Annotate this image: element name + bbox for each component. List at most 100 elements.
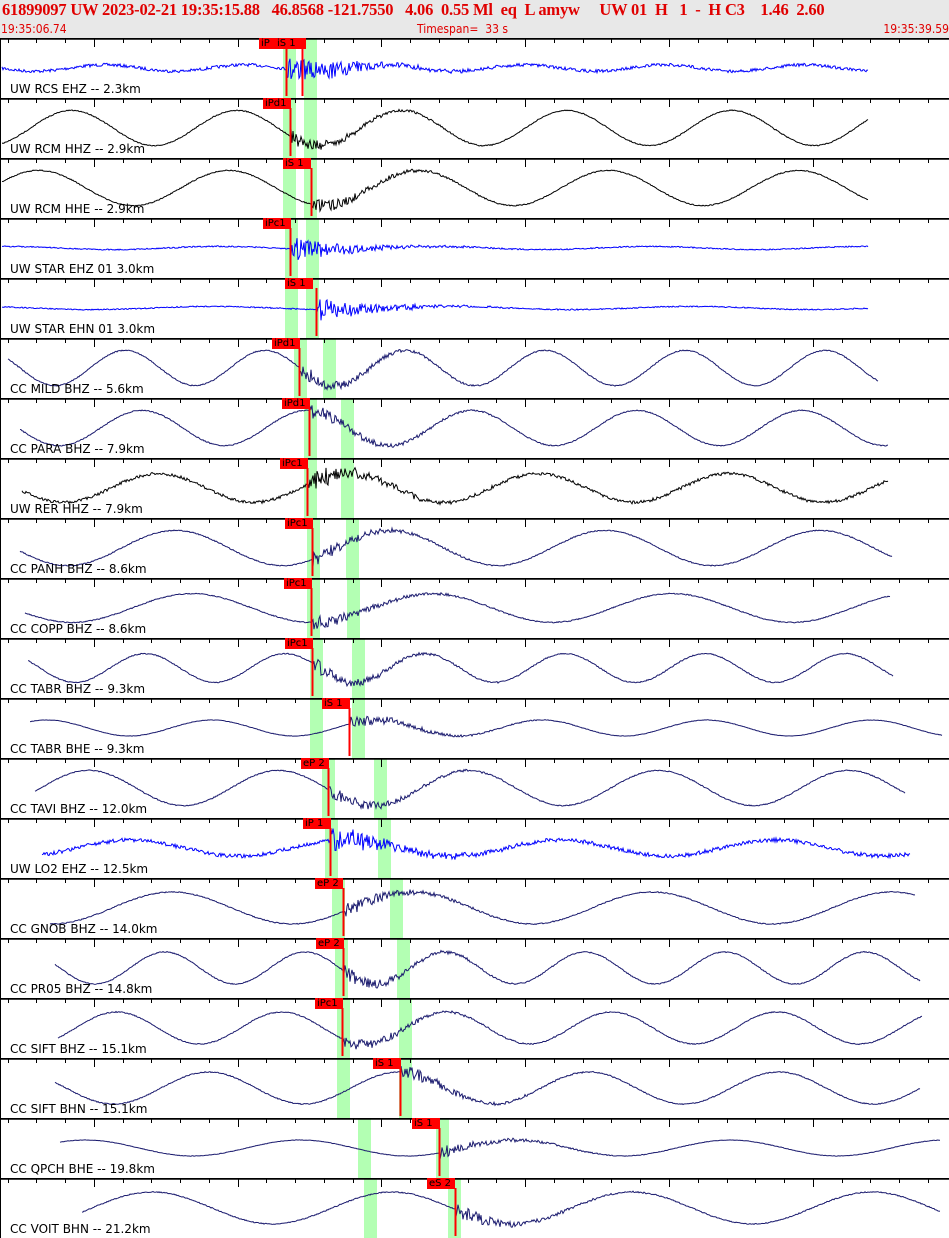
trace-panel[interactable]: iPd1 CC PARA BHZ -- 7.9km xyxy=(0,398,949,458)
p-window xyxy=(310,698,323,758)
waveform xyxy=(1,168,869,213)
pick-flag[interactable]: iS 1 xyxy=(373,1058,401,1069)
waveform xyxy=(34,768,906,810)
pick-flag[interactable]: iPc1 xyxy=(263,218,291,229)
station-label: CC TAVI BHZ -- 12.0km xyxy=(10,802,148,816)
trace-panel[interactable]: eP 2 CC TAVI BHZ -- 12.0km xyxy=(0,758,949,818)
station-label: CC TABR BHE -- 9.3km xyxy=(10,742,145,756)
trace-panel[interactable]: iS 1 CC TABR BHE -- 9.3km xyxy=(0,698,949,758)
pick-flag[interactable]: iPd1 xyxy=(272,338,300,349)
timespan: Timespan= 33 s xyxy=(417,22,509,36)
trace-plot xyxy=(0,698,949,758)
pick-flag[interactable]: iS 1 xyxy=(283,158,311,169)
trace-panel[interactable]: iS 1 UW STAR EHN 01 3.0km xyxy=(0,278,949,338)
pick-flag[interactable]: iPd1 xyxy=(282,398,310,409)
trace-plot xyxy=(0,458,949,518)
trace-panel[interactable]: iS 1 CC QPCH BHE -- 19.8km xyxy=(0,1118,949,1178)
pick-flag[interactable]: iPc1 xyxy=(284,578,312,589)
station-label: CC PR05 BHZ -- 14.8km xyxy=(10,982,153,996)
waveform xyxy=(81,1190,941,1228)
trace-plot xyxy=(0,278,949,338)
pick-flag[interactable]: iS 1 xyxy=(412,1118,440,1129)
trace-panel[interactable]: iPc1 CC SIFT BHZ -- 15.1km xyxy=(0,998,949,1058)
station-label: CC GNOB BHZ -- 14.0km xyxy=(10,922,158,936)
waveform xyxy=(28,651,894,688)
station-label: CC MILD BHZ -- 5.6km xyxy=(10,382,144,396)
waveform xyxy=(59,1137,941,1160)
station-label: CC SIFT BHZ -- 15.1km xyxy=(10,1042,147,1056)
trace-panel[interactable]: iPd1 CC MILD BHZ -- 5.6km xyxy=(0,338,949,398)
pick-flag[interactable]: iPc1 xyxy=(285,638,313,649)
trace-panel[interactable]: eP 2 CC GNOB BHZ -- 14.0km xyxy=(0,878,949,938)
station-label: UW LO2 EHZ -- 12.5km xyxy=(10,862,149,876)
station-label: CC PARA BHZ -- 7.9km xyxy=(10,442,145,456)
pick-flag[interactable]: iS 1 xyxy=(285,278,313,289)
s-window xyxy=(306,218,319,278)
station-label: UW RCM HHZ -- 2.9km xyxy=(10,142,146,156)
station-label: CC SIFT BHN -- 15.1km xyxy=(10,1102,148,1116)
p-window xyxy=(337,1058,350,1118)
trace-plot xyxy=(0,758,949,818)
p-window xyxy=(358,1118,371,1178)
pick-flag[interactable]: iS 1 xyxy=(322,698,350,709)
pick-flag[interactable]: eS 2 xyxy=(427,1178,455,1189)
station-label: UW RER HHZ -- 7.9km xyxy=(10,502,143,516)
s-window xyxy=(323,338,336,398)
end-time: 19:35:39.59 xyxy=(883,22,949,36)
s-window xyxy=(352,698,365,758)
pick-flag[interactable]: eP 2 xyxy=(316,938,344,949)
trace-plot xyxy=(0,518,949,578)
trace-panel[interactable]: iPc1 UW RER HHZ -- 7.9km xyxy=(0,458,949,518)
seismogram-traces[interactable]: iP iS 1 UW RCS EHZ -- 2.3km iPd1 UW RCM HHZ … xyxy=(0,38,949,1238)
trace-panel[interactable]: iPc1 UW STAR EHZ 01 3.0km xyxy=(0,218,949,278)
trace-plot xyxy=(0,218,949,278)
trace-panel[interactable]: eP 2 CC PR05 BHZ -- 14.8km xyxy=(0,938,949,998)
pick-flag[interactable]: iP xyxy=(259,38,275,49)
pick-flag[interactable]: eP 2 xyxy=(301,758,329,769)
pick-flag[interactable]: iP 1 xyxy=(303,818,331,829)
trace-plot xyxy=(0,1178,949,1238)
waveform xyxy=(30,715,943,738)
s-window xyxy=(346,518,359,578)
trace-panel[interactable]: iPc1 CC TABR BHZ -- 9.3km xyxy=(0,638,949,698)
trace-panel[interactable]: iPc1 CC COPP BHZ -- 8.6km xyxy=(0,578,949,638)
station-label: CC TABR BHZ -- 9.3km xyxy=(10,682,146,696)
s-window xyxy=(304,98,317,158)
waveform xyxy=(41,828,911,861)
pick-flag[interactable]: iPc1 xyxy=(315,998,343,1009)
s-window xyxy=(347,578,360,638)
pick-flag[interactable]: eP 2 xyxy=(315,878,343,889)
waveform xyxy=(1,108,869,150)
waveform xyxy=(57,1010,923,1050)
trace-panel[interactable]: iS 1 CC SIFT BHN -- 15.1km xyxy=(0,1058,949,1118)
p-window xyxy=(332,878,345,938)
s-window xyxy=(397,938,410,998)
pick-flag[interactable]: iS 1 xyxy=(275,38,306,49)
start-time: 19:35:06.74 xyxy=(1,22,67,36)
station-label: CC PANH BHZ -- 8.6km xyxy=(10,562,147,576)
trace-plot xyxy=(0,158,949,218)
pick-flag[interactable]: iPd1 xyxy=(263,98,291,109)
trace-panel[interactable]: iPc1 CC PANH BHZ -- 8.6km xyxy=(0,518,949,578)
waveform xyxy=(24,591,891,630)
station-label: UW RCS EHZ -- 2.3km xyxy=(10,82,141,96)
trace-plot xyxy=(0,878,949,938)
trace-panel[interactable]: iS 1 UW RCM HHE -- 2.9km xyxy=(0,158,949,218)
s-window xyxy=(352,638,365,698)
p-window xyxy=(364,1178,377,1238)
station-label: UW STAR EHN 01 3.0km xyxy=(10,322,156,336)
trace-plot xyxy=(0,1118,949,1178)
trace-panel[interactable]: iP iS 1 UW RCS EHZ -- 2.3km xyxy=(0,38,949,98)
p-window xyxy=(285,278,298,338)
waveform xyxy=(1,58,869,80)
trace-panel[interactable]: iPd1 UW RCM HHZ -- 2.9km xyxy=(0,98,949,158)
trace-plot xyxy=(0,818,949,878)
waveform xyxy=(19,405,889,449)
p-window xyxy=(307,578,320,638)
pick-flag[interactable]: iPc1 xyxy=(280,458,308,469)
trace-panel[interactable]: eS 2 CC VOIT BHN -- 21.2km xyxy=(0,1178,949,1238)
trace-panel[interactable]: iP 1 UW LO2 EHZ -- 12.5km xyxy=(0,818,949,878)
waveform xyxy=(19,526,893,567)
pick-flag[interactable]: iPc1 xyxy=(285,518,313,529)
trace-plot xyxy=(0,398,949,458)
